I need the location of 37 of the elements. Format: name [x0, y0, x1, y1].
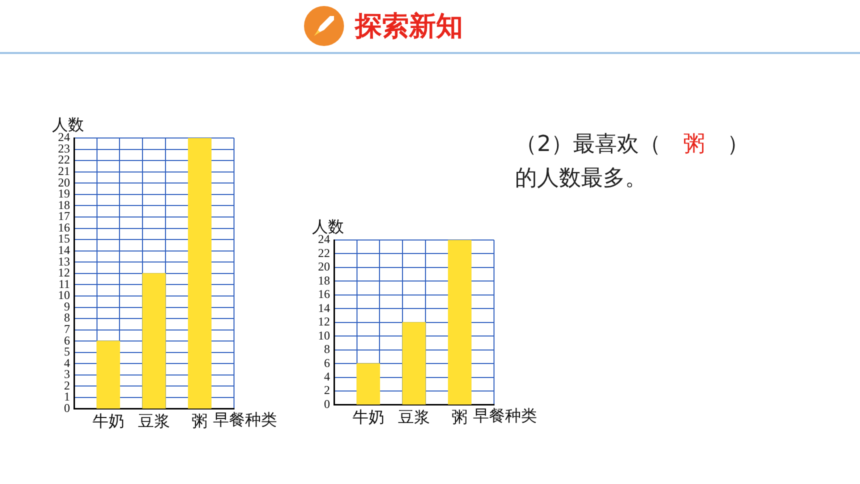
bar	[188, 138, 212, 409]
text: 的人数最多。	[515, 166, 647, 191]
y-tick-label: 23	[58, 141, 70, 156]
bar	[402, 322, 426, 405]
x-tick-label: 牛奶	[92, 412, 124, 431]
y-tick-label: 13	[58, 254, 70, 268]
text: 探索新知	[355, 10, 463, 44]
y-tick-label: 16	[318, 287, 330, 302]
y-axis-title: 人数	[52, 115, 84, 134]
x-axis-title: 早餐种类	[213, 410, 278, 429]
y-tick-label: 22	[58, 152, 70, 167]
text: 粥	[683, 132, 705, 157]
bar	[448, 240, 472, 405]
y-tick-label: 10	[318, 328, 330, 342]
x-tick-label: 粥	[452, 408, 468, 427]
text: ）	[727, 132, 749, 157]
bar	[96, 340, 120, 409]
x-axis-title: 早餐种类	[473, 406, 538, 425]
bar	[142, 273, 166, 409]
y-tick-label: 22	[318, 246, 330, 260]
x-tick-label: 豆浆	[398, 408, 430, 427]
y-tick-label: 2	[324, 383, 330, 398]
x-tick-label: 粥	[192, 412, 208, 431]
x-tick-label: 豆浆	[138, 412, 170, 431]
x-tick-label: 牛奶	[352, 408, 384, 427]
y-tick-label: 8	[324, 342, 330, 356]
y-axis-title: 人数	[312, 217, 344, 236]
y-tick-label: 0	[324, 396, 330, 411]
y-tick-label: 6	[324, 356, 330, 370]
y-tick-label: 12	[318, 314, 330, 329]
y-tick-label: 6	[64, 333, 70, 348]
text: （2）最喜欢（	[515, 132, 661, 157]
y-tick-label: 14	[318, 300, 330, 315]
y-tick-label: 18	[318, 273, 330, 288]
y-tick-label: 4	[324, 369, 330, 384]
bar	[356, 363, 380, 405]
y-tick-label: 20	[318, 260, 330, 274]
